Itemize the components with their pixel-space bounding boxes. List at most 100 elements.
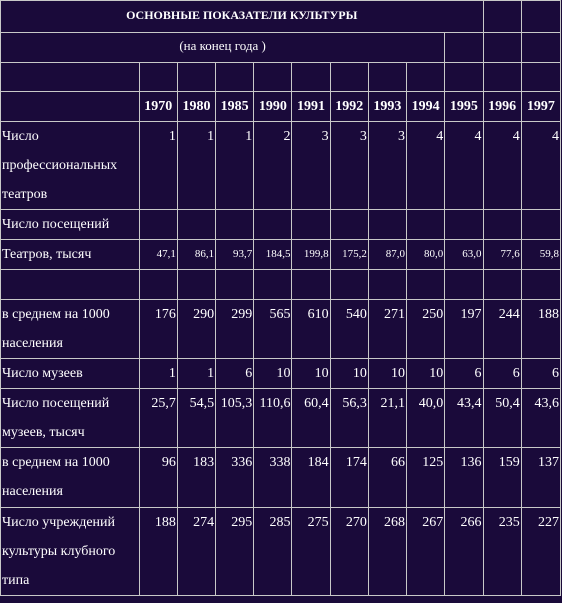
row-label: Число музеев [1, 359, 140, 389]
empty-cell [1, 92, 140, 122]
table-cell: 274 [177, 508, 217, 596]
row-label: в среднем на 1000 населения [1, 300, 140, 359]
row-label: Число посещений музеев, тысяч [1, 389, 140, 448]
table-subtitle: (на конец года ) [1, 33, 446, 63]
table-cell: 66 [368, 448, 408, 508]
year-header: 1992 [330, 92, 369, 122]
table-cell: 125 [407, 448, 446, 508]
year-header: 1990 [254, 92, 293, 122]
table-row: Число посещений [1, 210, 561, 240]
table-cell: 1 [177, 122, 217, 210]
table-cell: 266 [445, 508, 484, 596]
table-cell: 6 [483, 359, 522, 389]
table-cell: 235 [483, 508, 522, 596]
table-cell: 47,1 [139, 240, 178, 270]
row-label: Число посещений [1, 210, 140, 240]
table-cell: 110,6 [254, 389, 293, 448]
table-cell: 87,0 [368, 240, 408, 270]
table-cell: 299 [216, 300, 255, 359]
table-cell: 10 [330, 359, 369, 389]
year-header: 1991 [292, 92, 331, 122]
table-cell: 137 [521, 448, 561, 508]
table-cell: 175,2 [330, 240, 369, 270]
empty-cell [483, 33, 522, 63]
table-cell: 290 [177, 300, 217, 359]
table-cell: 174 [330, 448, 369, 508]
table-cell: 54,5 [177, 389, 217, 448]
table-cell: 3 [292, 122, 331, 210]
table-cell: 4 [407, 122, 446, 210]
table-cell: 159 [483, 448, 522, 508]
table-cell: 6 [216, 359, 255, 389]
table-cell: 6 [521, 359, 561, 389]
table-cell: 270 [330, 508, 369, 596]
table-cell: 50,4 [483, 389, 522, 448]
year-header: 1994 [407, 92, 446, 122]
table-cell: 565 [254, 300, 293, 359]
table-cell: 56,3 [330, 389, 369, 448]
table-row: Число посещений музеев, тысяч 25,7 54,5 … [1, 389, 561, 448]
table-cell: 60,4 [292, 389, 331, 448]
table-cell: 188 [521, 300, 561, 359]
empty-cell [1, 63, 140, 92]
empty-cell [483, 1, 522, 33]
year-header: 1995 [445, 92, 484, 122]
table-cell: 63,0 [445, 240, 484, 270]
table-cell: 268 [368, 508, 408, 596]
table-cell: 285 [254, 508, 293, 596]
empty-cell [521, 1, 561, 33]
empty-cell [445, 33, 484, 63]
table-cell: 275 [292, 508, 331, 596]
table-cell: 105,3 [216, 389, 255, 448]
table-cell: 1 [139, 122, 178, 210]
table-cell: 43,6 [521, 389, 561, 448]
year-header: 1996 [483, 92, 522, 122]
table-cell: 250 [407, 300, 446, 359]
table-cell: 21,1 [368, 389, 408, 448]
year-header-row: 1970 1980 1985 1990 1991 1992 1993 1994 … [1, 92, 561, 122]
table-cell: 267 [407, 508, 446, 596]
table-cell: 1 [177, 359, 217, 389]
table-cell: 610 [292, 300, 331, 359]
empty-cell [521, 33, 561, 63]
year-header: 1980 [177, 92, 217, 122]
table-cell: 10 [254, 359, 293, 389]
row-label: Число учреждений культуры клубного типа [1, 508, 140, 596]
row-label: Театров, тысяч [1, 240, 140, 270]
table-cell: 86,1 [177, 240, 217, 270]
table-cell: 6 [445, 359, 484, 389]
table-cell: 183 [177, 448, 217, 508]
table-cell: 25,7 [139, 389, 178, 448]
table-cell: 77,6 [483, 240, 522, 270]
table-row: Театров, тысяч 47,1 86,1 93,7 184,5 199,… [1, 240, 561, 270]
table-cell: 227 [521, 508, 561, 596]
table-cell: 40,0 [407, 389, 446, 448]
table-cell: 136 [445, 448, 484, 508]
table-cell: 59,8 [521, 240, 561, 270]
table-row: Число учреждений культуры клубного типа … [1, 508, 561, 596]
table-cell: 10 [368, 359, 408, 389]
year-header: 1993 [368, 92, 408, 122]
table-cell: 295 [216, 508, 255, 596]
table-cell: 43,4 [445, 389, 484, 448]
table-cell: 188 [139, 508, 178, 596]
table-title: ОСНОВНЫЕ ПОКАЗАТЕЛИ КУЛЬТУРЫ [1, 1, 484, 33]
table-cell: 336 [216, 448, 255, 508]
table-cell: 93,7 [216, 240, 255, 270]
table-cell: 199,8 [292, 240, 331, 270]
table-row: в среднем на 1000 населения 96 183 336 3… [1, 448, 561, 508]
table-cell: 184 [292, 448, 331, 508]
table-cell: 96 [139, 448, 178, 508]
table-cell: 244 [483, 300, 522, 359]
table-cell: 2 [254, 122, 293, 210]
table-cell: 10 [292, 359, 331, 389]
table-cell: 1 [139, 359, 178, 389]
table-cell: 4 [445, 122, 484, 210]
table-cell: 3 [368, 122, 408, 210]
table-cell: 271 [368, 300, 408, 359]
table-cell: 338 [254, 448, 293, 508]
year-header: 1997 [521, 92, 561, 122]
table-cell: 540 [330, 300, 369, 359]
table-cell: 4 [521, 122, 561, 210]
